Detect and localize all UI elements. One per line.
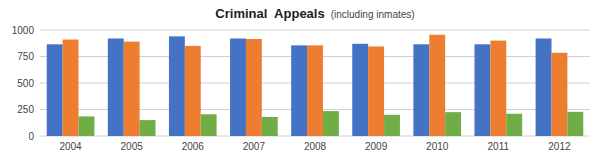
bar [323,111,339,136]
bar [490,41,506,136]
bar [506,114,522,136]
bar [140,120,156,136]
bar [79,116,95,136]
bars [47,35,584,136]
bar [352,44,368,136]
y-tick-label: 750 [17,51,34,62]
bar [413,44,429,136]
x-tick-label: 2006 [182,141,205,152]
bar [230,38,246,136]
x-tick-label: 2008 [304,141,327,152]
bar [47,44,63,136]
subtitle: (including inmates) [331,9,415,20]
bar [368,46,384,136]
chart-container: 0 250 500 750 1000 2004 2005 2006 2007 2008 2009 20… [0,0,600,156]
bar [124,42,140,136]
x-tick-label: 2004 [59,141,82,152]
y-tick-label: 500 [17,78,34,89]
bar [291,45,307,136]
bar [567,112,583,136]
bar [384,115,400,136]
bar [201,114,217,136]
x-tick-label: 2012 [548,141,571,152]
bar [185,46,201,136]
x-tick-label: 2009 [365,141,388,152]
bar [307,45,323,136]
bar [262,117,278,136]
title: Criminal Appeals [215,6,324,21]
bar [63,40,79,136]
x-tick-label: 2010 [426,141,449,152]
bar [536,38,552,136]
y-tick-label: 250 [17,104,34,115]
grid-line [40,30,590,31]
bar [429,35,445,136]
x-tick-label: 2007 [243,141,266,152]
y-tick-label: 0 [28,131,34,142]
y-tick-label: 1000 [12,25,35,36]
y-grid [40,30,590,136]
x-tick-label: 2005 [121,141,144,152]
chart-svg: 0 250 500 750 1000 2004 2005 2006 2007 2008 2009 20… [0,0,600,156]
bar [108,38,124,136]
bar [475,44,491,136]
bar [246,39,262,136]
x-tick-label: 2011 [488,141,510,152]
bar [445,112,461,136]
bar [552,53,568,136]
bar [169,36,185,136]
